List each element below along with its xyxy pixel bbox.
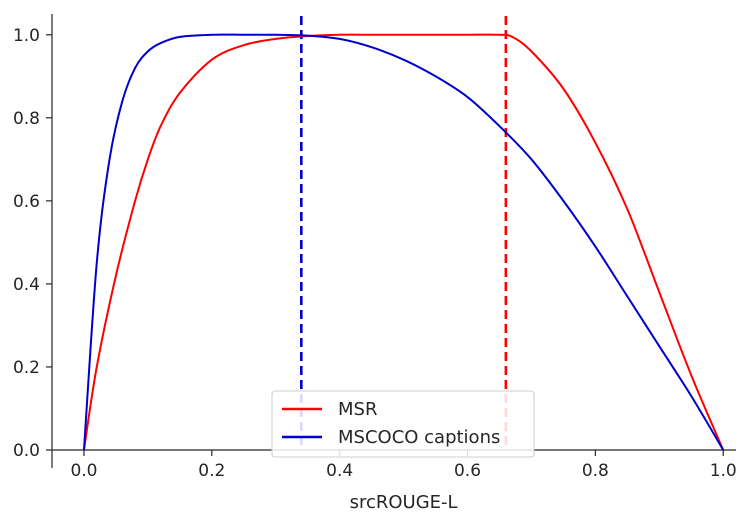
x-tick-label: 0.4 (326, 461, 353, 481)
x-axis-ticks: 0.0 0.2 0.4 0.6 0.8 1.0 (70, 450, 737, 481)
x-tick-label: 0.8 (582, 461, 609, 481)
series-lines (82, 33, 725, 451)
y-tick-label: 0.8 (13, 109, 40, 129)
legend-label: MSCOCO captions (338, 427, 500, 448)
legend: MSR MSCOCO captions (271, 390, 535, 458)
legend-label: MSR (338, 399, 377, 420)
y-axis-ticks: 0.0 0.2 0.4 0.6 0.8 1.0 (13, 26, 52, 461)
y-tick-label: 0.4 (13, 275, 40, 295)
legend-box (271, 390, 535, 458)
x-tick-label: 0.0 (70, 461, 97, 481)
series-line (82, 33, 725, 451)
reference-lines (300, 16, 508, 450)
y-tick-label: 0.6 (13, 192, 40, 212)
y-tick-label: 0.2 (13, 358, 40, 378)
x-tick-label: 0.6 (454, 461, 481, 481)
y-tick-label: 0.0 (13, 441, 40, 461)
y-tick-label: 1.0 (13, 26, 40, 46)
x-tick-label: 1.0 (710, 461, 737, 481)
x-tick-label: 0.2 (198, 461, 225, 481)
series-line (82, 33, 725, 451)
x-axis-label: srcROUGE-L (350, 492, 458, 513)
